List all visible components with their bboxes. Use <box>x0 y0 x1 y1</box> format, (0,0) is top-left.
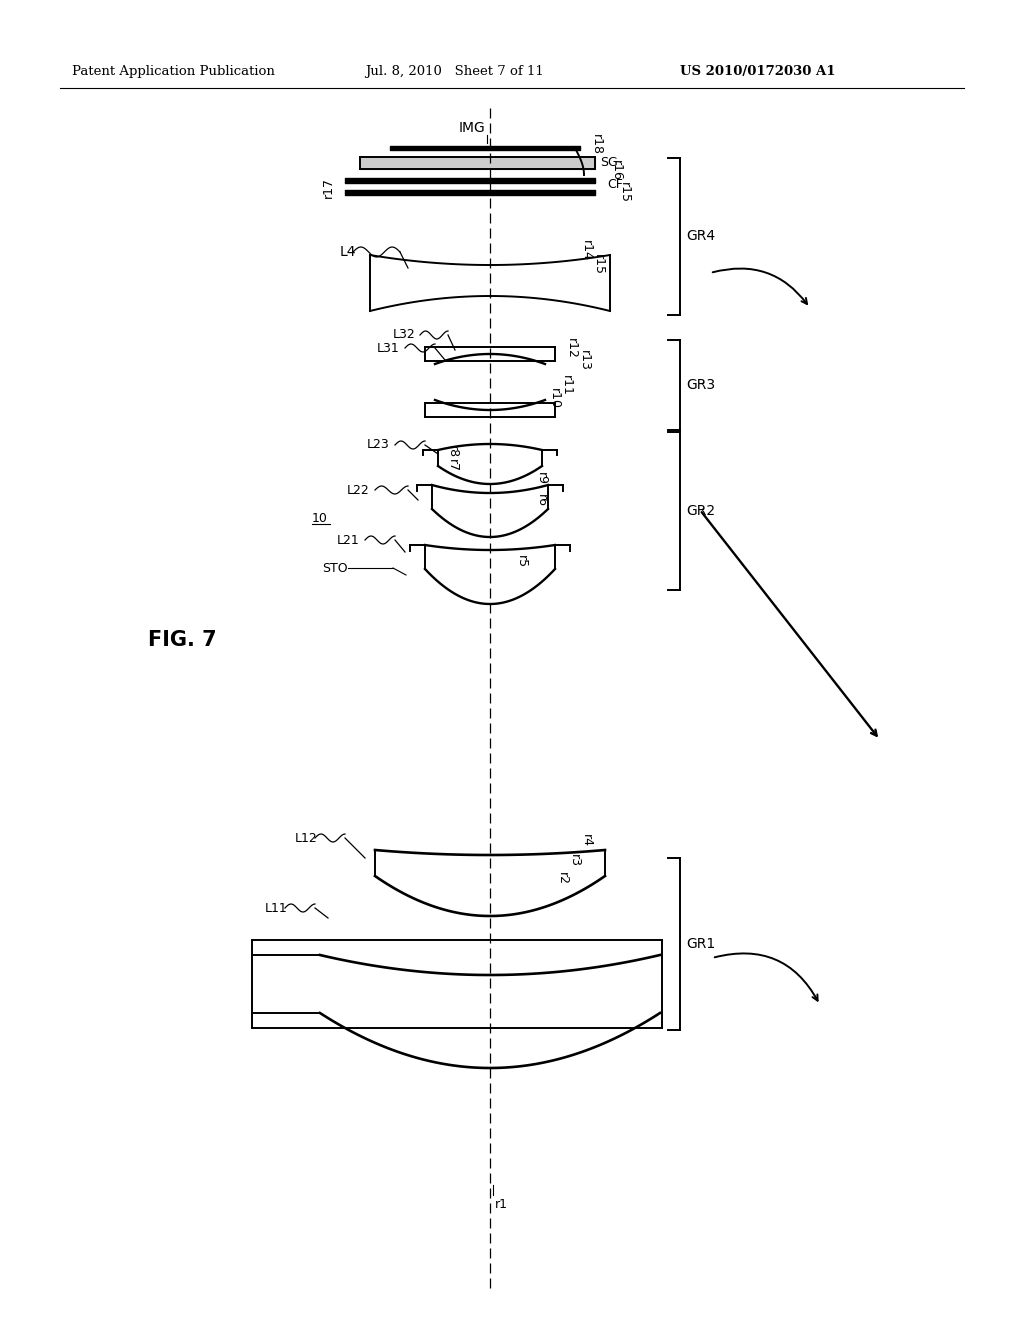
Text: GR4: GR4 <box>686 230 715 243</box>
Text: L23: L23 <box>368 438 390 451</box>
Text: STO: STO <box>323 561 348 574</box>
Text: GR3: GR3 <box>686 378 715 392</box>
Text: L11: L11 <box>265 902 288 915</box>
Text: Patent Application Publication: Patent Application Publication <box>72 66 274 78</box>
Text: r17: r17 <box>322 177 335 198</box>
Text: r2: r2 <box>556 871 569 884</box>
Text: Jul. 8, 2010   Sheet 7 of 11: Jul. 8, 2010 Sheet 7 of 11 <box>365 66 544 78</box>
Text: GR1: GR1 <box>686 937 715 950</box>
Text: r15: r15 <box>592 255 605 276</box>
Text: r10: r10 <box>548 388 561 408</box>
Text: IMG: IMG <box>459 121 485 135</box>
Text: r15: r15 <box>618 181 631 202</box>
Text: GR2: GR2 <box>686 504 715 517</box>
Text: r16: r16 <box>610 160 623 181</box>
Text: r11: r11 <box>560 375 573 396</box>
Text: SG: SG <box>600 156 617 169</box>
Text: r5: r5 <box>515 556 528 569</box>
Text: r12: r12 <box>565 338 578 359</box>
Text: L21: L21 <box>337 533 360 546</box>
Text: L32: L32 <box>392 329 415 342</box>
Text: L4: L4 <box>340 246 356 259</box>
Text: L22: L22 <box>347 483 370 496</box>
Text: L12: L12 <box>295 832 317 845</box>
Text: r7: r7 <box>446 459 459 473</box>
Text: US 2010/0172030 A1: US 2010/0172030 A1 <box>680 66 836 78</box>
Text: r18: r18 <box>590 135 603 156</box>
Text: L31: L31 <box>377 342 400 355</box>
Text: FIG. 7: FIG. 7 <box>148 630 217 649</box>
Text: r8: r8 <box>446 445 459 458</box>
Text: r6: r6 <box>535 494 548 507</box>
Text: r14: r14 <box>580 239 593 260</box>
Text: r1: r1 <box>495 1199 508 1212</box>
Text: r9: r9 <box>535 471 548 484</box>
Text: CF: CF <box>607 178 623 191</box>
Text: 10: 10 <box>312 511 328 524</box>
Text: r4: r4 <box>580 833 593 846</box>
Text: r3: r3 <box>568 854 581 866</box>
Text: r13: r13 <box>578 350 591 371</box>
